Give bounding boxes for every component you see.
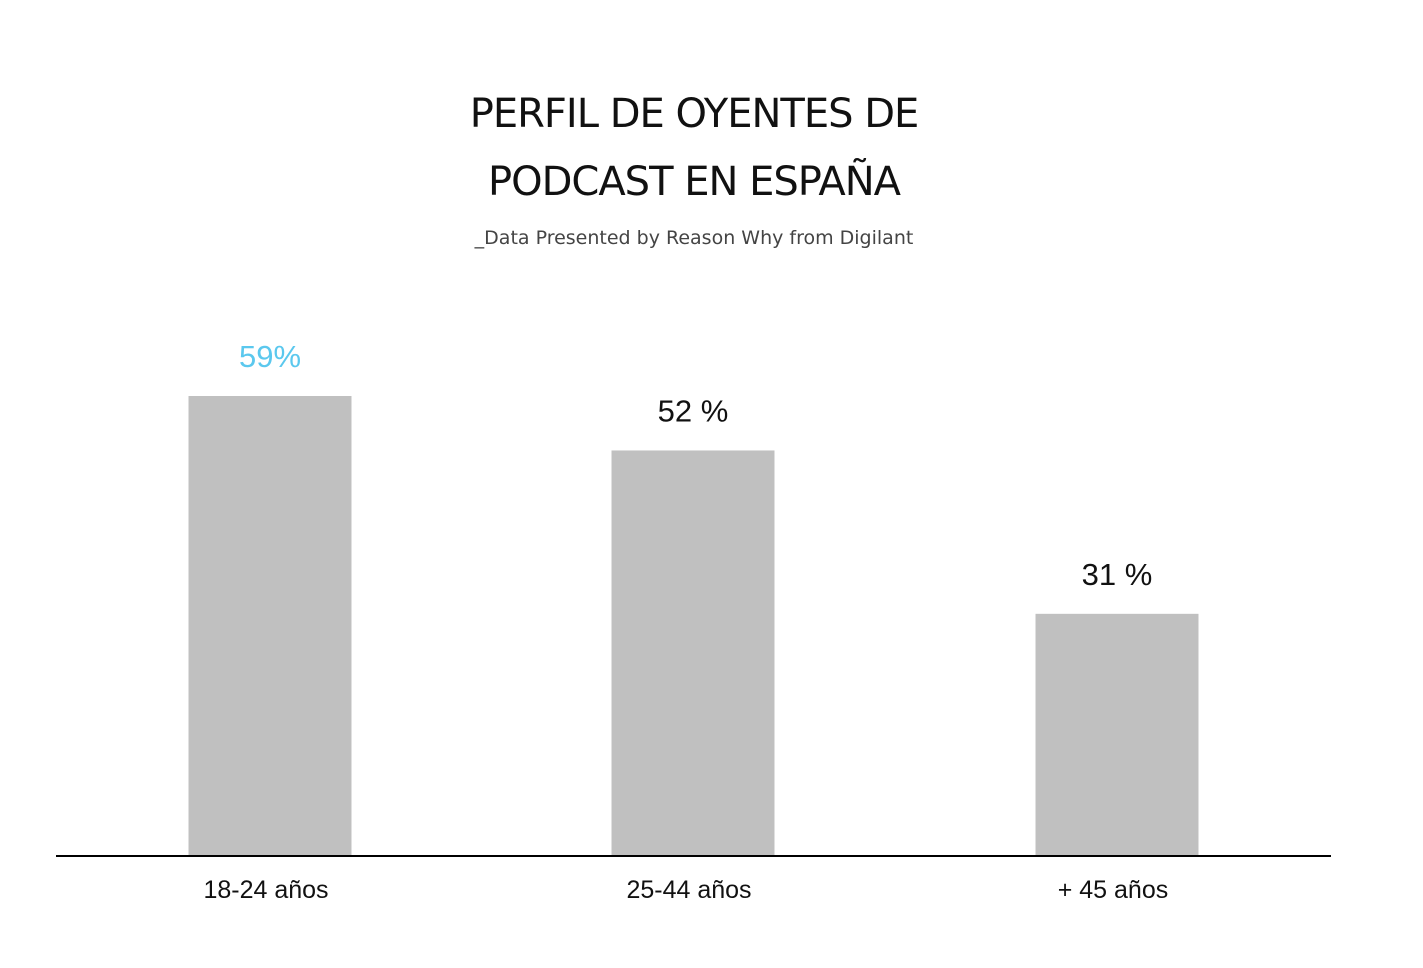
data-label-2: 52 % [658, 393, 729, 428]
x-tick-label-2: 25-44 años [626, 876, 751, 904]
x-tick-label-1: 18-24 años [203, 876, 328, 904]
chart-title-line-1: PERFIL DE OYENTES DE [470, 91, 919, 137]
chart-title-line-2: PODCAST EN ESPAÑA [488, 157, 902, 205]
bar-1 [188, 396, 352, 855]
plot-area: 59% 18-24 años 52 % 25-44 años 31 % + 45 años [188, 339, 1199, 904]
chart-subtitle: _Data Presented by Reason Why from Digil… [474, 227, 914, 249]
bar-2 [611, 450, 775, 855]
x-tick-label-3: + 45 años [1058, 876, 1169, 904]
data-label-1: 59% [239, 339, 301, 374]
chart-title: PERFIL DE OYENTES DE PODCAST EN ESPAÑA [470, 91, 920, 205]
bar-3 [1035, 613, 1199, 855]
data-label-3: 31 % [1082, 557, 1153, 592]
